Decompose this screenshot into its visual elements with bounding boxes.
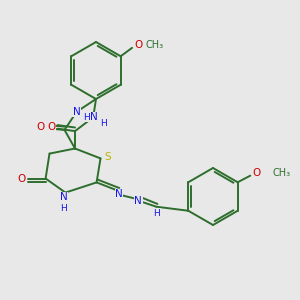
Text: N: N [60, 192, 68, 202]
Text: O: O [47, 122, 55, 132]
Text: H: H [100, 118, 106, 127]
Text: H: H [154, 209, 160, 218]
Text: S: S [105, 152, 111, 162]
Text: O: O [135, 40, 143, 50]
Text: N: N [90, 112, 98, 122]
Text: N: N [134, 196, 142, 206]
Text: H: H [84, 113, 90, 122]
Text: O: O [253, 168, 261, 178]
Text: H: H [61, 204, 67, 213]
Text: CH₃: CH₃ [145, 40, 163, 50]
Text: N: N [115, 189, 123, 200]
Text: N: N [73, 107, 80, 117]
Text: CH₃: CH₃ [272, 168, 291, 178]
Text: O: O [36, 122, 45, 132]
Text: O: O [17, 173, 25, 184]
